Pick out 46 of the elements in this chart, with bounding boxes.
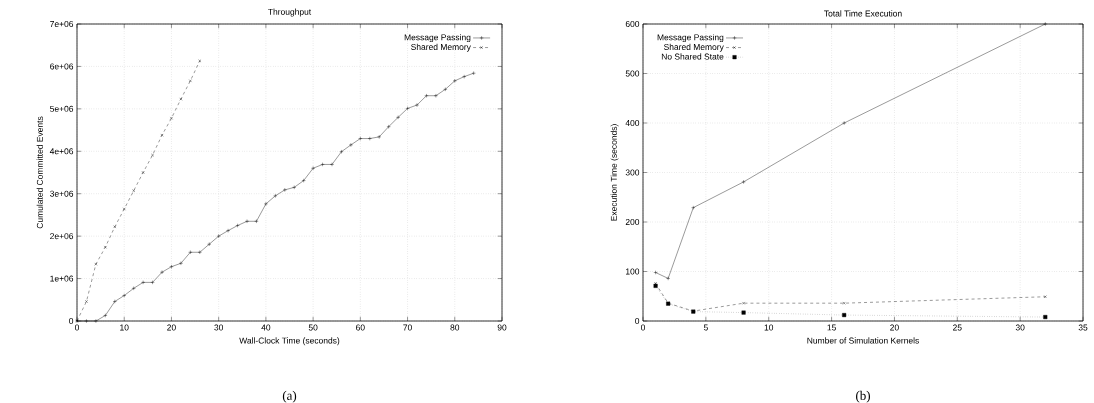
y-tick-label: 5e+06 [50,105,74,112]
text: (a) [282,390,297,403]
y-tick-label: 2e+06 [50,233,74,240]
x-tick-label: 15 [827,324,836,331]
x-tick-label: 0 [640,324,646,331]
legend-label: Shared Memory [411,43,471,52]
y-tick-label: 300 [625,169,640,176]
x-axis-title: Wall-Clock Time (seconds) [239,337,340,346]
text: (b) [856,390,870,403]
x-tick-label: 10 [120,324,129,331]
x-tick-label: 35 [1078,324,1088,331]
x-tick-label: 40 [261,324,271,331]
y-tick-label: 3e+06 [50,190,74,197]
chart-title: Total Time Execution [824,10,902,17]
x-tick-label: 90 [497,324,507,331]
y-axis-title: Execution Time (seconds) [610,124,619,221]
x-tick-label: 20 [890,324,899,331]
legend-label: No Shared State [661,53,724,60]
x-tick-label: 20 [167,324,176,331]
chart-title: Throughput [268,8,312,17]
x-tick-label: 70 [403,324,412,331]
x-tick-label: 80 [450,324,460,331]
y-tick-label: 500 [625,70,640,77]
legend-label: Message Passing [404,34,471,43]
y-axis-title: Cumulated Committed Events [36,116,43,229]
y-tick-label: 4e+06 [49,148,74,155]
legend-label: Message Passing [657,34,724,43]
y-tick-label: 1e+06 [50,275,74,282]
x-tick-label: 5 [703,324,708,331]
x-tick-label: 0 [74,324,80,331]
x-tick-label: 60 [356,324,365,331]
x-tick-label: 30 [1015,324,1025,331]
x-tick-label: 25 [953,324,962,331]
y-tick-label: 6e+06 [50,63,74,70]
y-tick-label: 7e+06 [50,21,74,27]
x-axis-title: Number of Simulation Kernels [807,337,919,344]
y-tick-label: 100 [626,268,640,275]
legend-label: Shared Memory [663,43,724,52]
x-tick-label: 50 [308,324,318,331]
y-tick-label: 0 [635,318,640,324]
y-tick-label: 600 [625,21,640,27]
x-tick-label: 30 [214,324,224,331]
y-tick-label: 400 [625,120,640,126]
x-tick-label: 10 [764,324,774,331]
y-tick-label: 0 [69,318,74,324]
y-tick-label: 200 [625,219,640,225]
